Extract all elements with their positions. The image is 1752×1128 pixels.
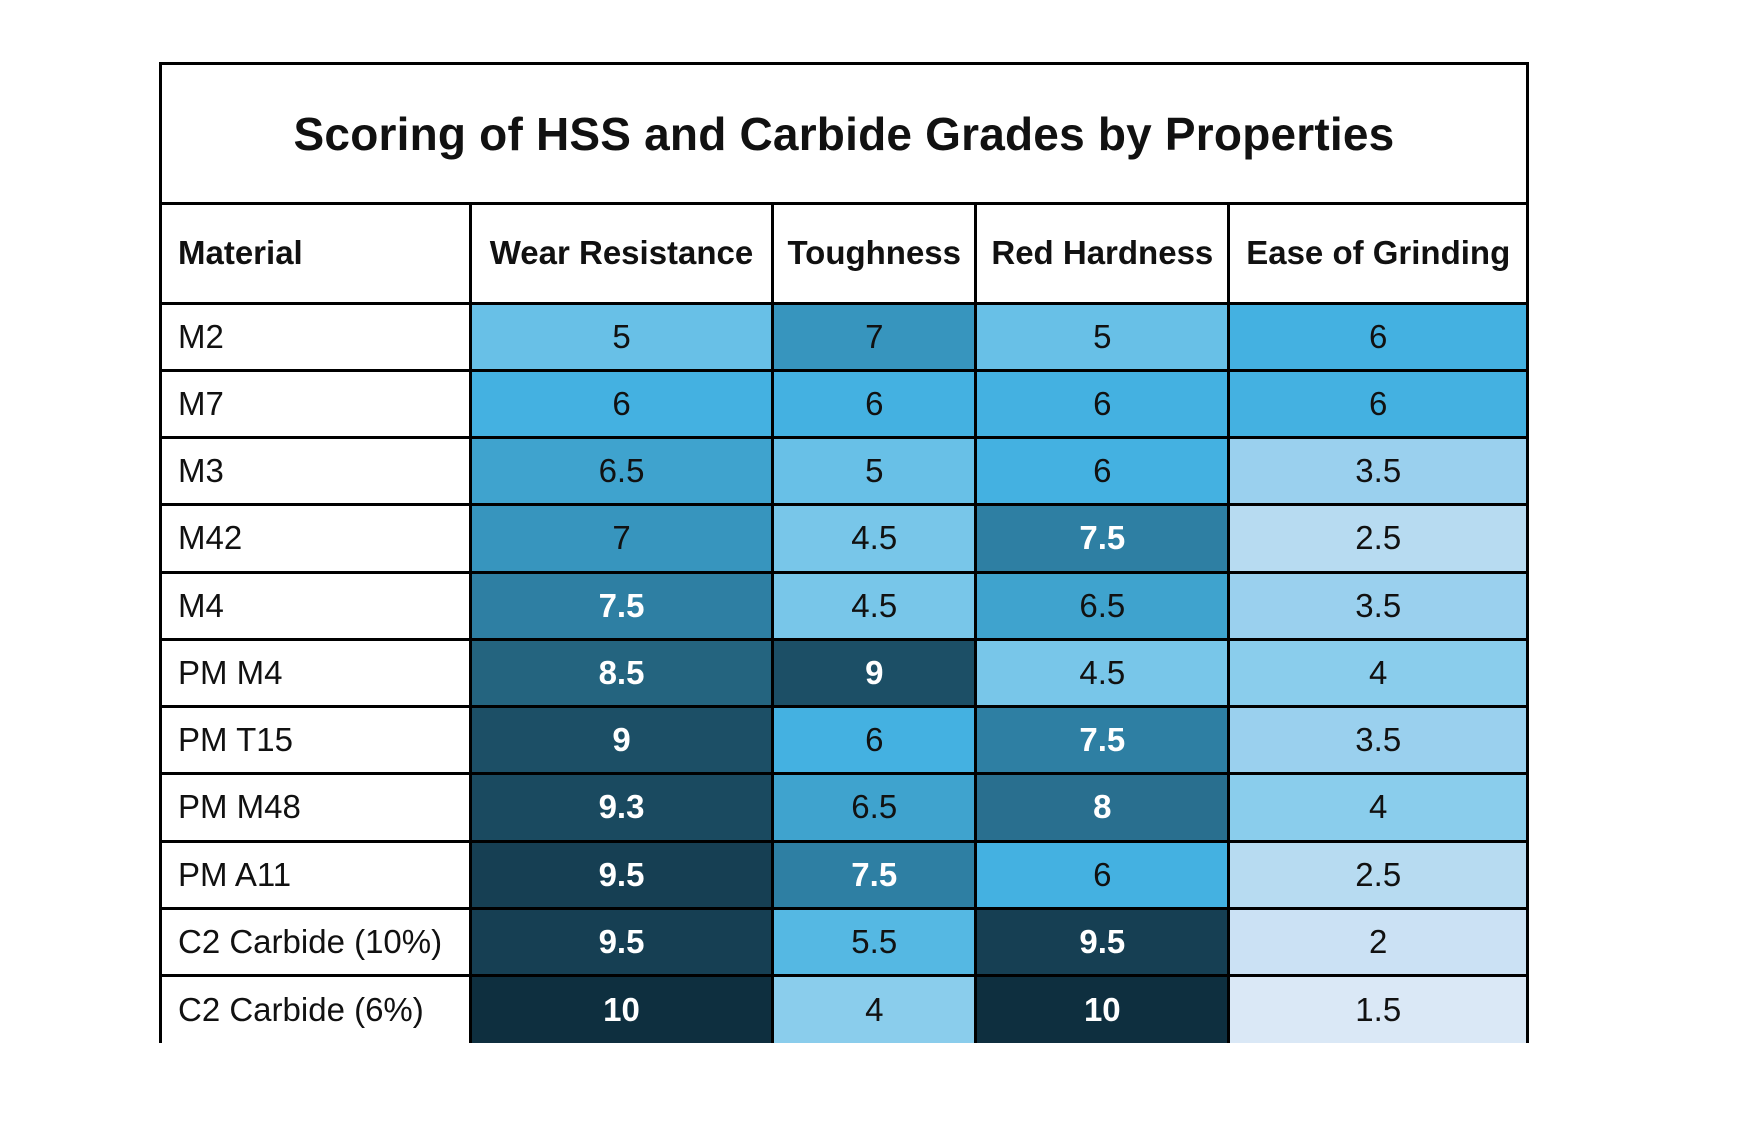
score-cell-red-hardness: 6.5 bbox=[974, 570, 1231, 641]
score-cell-toughness: 9 bbox=[771, 637, 978, 709]
table-title: Scoring of HSS and Carbide Grades by Pro… bbox=[162, 65, 1526, 205]
score-cell-red-hardness: 5 bbox=[974, 301, 1231, 372]
score-cell-toughness: 7.5 bbox=[771, 839, 978, 910]
score-cell-toughness: 5.5 bbox=[771, 906, 978, 978]
table-row: PM A11 9.5 7.5 6 2.5 bbox=[162, 839, 1526, 910]
score-cell-red-hardness: 7.5 bbox=[974, 503, 1231, 574]
table-row: M7 6 6 6 6 bbox=[162, 368, 1526, 440]
table-row: M42 7 4.5 7.5 2.5 bbox=[162, 503, 1526, 574]
table-row: PM T15 9 6 7.5 3.5 bbox=[162, 705, 1526, 776]
column-header-wear-resistance: Wear Resistance bbox=[468, 205, 775, 305]
score-cell-wear-resistance: 9.3 bbox=[468, 772, 775, 843]
material-cell: PM T15 bbox=[162, 705, 472, 776]
score-cell-red-hardness: 6 bbox=[974, 368, 1231, 440]
score-cell-red-hardness: 4.5 bbox=[974, 637, 1231, 709]
material-cell: M3 bbox=[162, 436, 472, 507]
header-row: Material Wear Resistance Toughness Red H… bbox=[162, 205, 1526, 305]
table-row: M4 7.5 4.5 6.5 3.5 bbox=[162, 570, 1526, 641]
score-cell-ease-of-grinding: 6 bbox=[1227, 301, 1526, 372]
score-grid: Material Wear Resistance Toughness Red H… bbox=[162, 205, 1526, 1043]
table-body: M2 5 7 5 6 M7 6 6 6 6 M3 6.5 5 6 3.5 M42 7 4.5 7.5 2.5 M4 7.5… bbox=[162, 301, 1526, 1043]
score-table: Scoring of HSS and Carbide Grades by Pro… bbox=[159, 62, 1529, 1043]
score-cell-wear-resistance: 7 bbox=[468, 503, 775, 574]
score-cell-wear-resistance: 6.5 bbox=[468, 436, 775, 507]
score-cell-red-hardness: 7.5 bbox=[974, 705, 1231, 776]
score-cell-ease-of-grinding: 6 bbox=[1227, 368, 1526, 440]
score-cell-toughness: 6 bbox=[771, 705, 978, 776]
table-row: PM M48 9.3 6.5 8 4 bbox=[162, 772, 1526, 843]
score-cell-toughness: 6 bbox=[771, 368, 978, 440]
table-row: M2 5 7 5 6 bbox=[162, 301, 1526, 372]
table-row: PM M4 8.5 9 4.5 4 bbox=[162, 637, 1526, 709]
score-cell-ease-of-grinding: 2 bbox=[1227, 906, 1526, 978]
score-cell-red-hardness: 8 bbox=[974, 772, 1231, 843]
score-cell-ease-of-grinding: 1.5 bbox=[1227, 974, 1526, 1043]
material-cell: PM A11 bbox=[162, 839, 472, 910]
score-cell-toughness: 4.5 bbox=[771, 503, 978, 574]
material-cell: PM M48 bbox=[162, 772, 472, 843]
score-cell-red-hardness: 6 bbox=[974, 839, 1231, 910]
score-cell-red-hardness: 9.5 bbox=[974, 906, 1231, 978]
material-cell: M4 bbox=[162, 570, 472, 641]
score-cell-ease-of-grinding: 2.5 bbox=[1227, 503, 1526, 574]
material-cell: M7 bbox=[162, 368, 472, 440]
score-cell-wear-resistance: 9.5 bbox=[468, 839, 775, 910]
score-cell-red-hardness: 10 bbox=[974, 974, 1231, 1043]
score-cell-red-hardness: 6 bbox=[974, 436, 1231, 507]
score-cell-wear-resistance: 8.5 bbox=[468, 637, 775, 709]
score-cell-wear-resistance: 9.5 bbox=[468, 906, 775, 978]
table-row: C2 Carbide (6%) 10 4 10 1.5 bbox=[162, 974, 1526, 1043]
score-cell-wear-resistance: 9 bbox=[468, 705, 775, 776]
score-cell-toughness: 5 bbox=[771, 436, 978, 507]
column-header-material: Material bbox=[162, 205, 472, 305]
column-header-ease-of-grinding: Ease of Grinding bbox=[1227, 205, 1526, 305]
table-row: C2 Carbide (10%) 9.5 5.5 9.5 2 bbox=[162, 906, 1526, 978]
score-cell-wear-resistance: 5 bbox=[468, 301, 775, 372]
score-cell-ease-of-grinding: 2.5 bbox=[1227, 839, 1526, 910]
score-cell-wear-resistance: 6 bbox=[468, 368, 775, 440]
score-cell-ease-of-grinding: 3.5 bbox=[1227, 705, 1526, 776]
score-cell-toughness: 7 bbox=[771, 301, 978, 372]
score-cell-ease-of-grinding: 4 bbox=[1227, 772, 1526, 843]
material-cell: M2 bbox=[162, 301, 472, 372]
score-cell-toughness: 6.5 bbox=[771, 772, 978, 843]
score-cell-ease-of-grinding: 3.5 bbox=[1227, 570, 1526, 641]
material-cell: C2 Carbide (10%) bbox=[162, 906, 472, 978]
score-cell-ease-of-grinding: 3.5 bbox=[1227, 436, 1526, 507]
column-header-toughness: Toughness bbox=[771, 205, 978, 305]
score-cell-ease-of-grinding: 4 bbox=[1227, 637, 1526, 709]
material-cell: PM M4 bbox=[162, 637, 472, 709]
material-cell: M42 bbox=[162, 503, 472, 574]
score-cell-wear-resistance: 10 bbox=[468, 974, 775, 1043]
material-cell: C2 Carbide (6%) bbox=[162, 974, 472, 1043]
column-header-red-hardness: Red Hardness bbox=[974, 205, 1231, 305]
score-cell-toughness: 4.5 bbox=[771, 570, 978, 641]
table-row: M3 6.5 5 6 3.5 bbox=[162, 436, 1526, 507]
score-cell-wear-resistance: 7.5 bbox=[468, 570, 775, 641]
score-cell-toughness: 4 bbox=[771, 974, 978, 1043]
